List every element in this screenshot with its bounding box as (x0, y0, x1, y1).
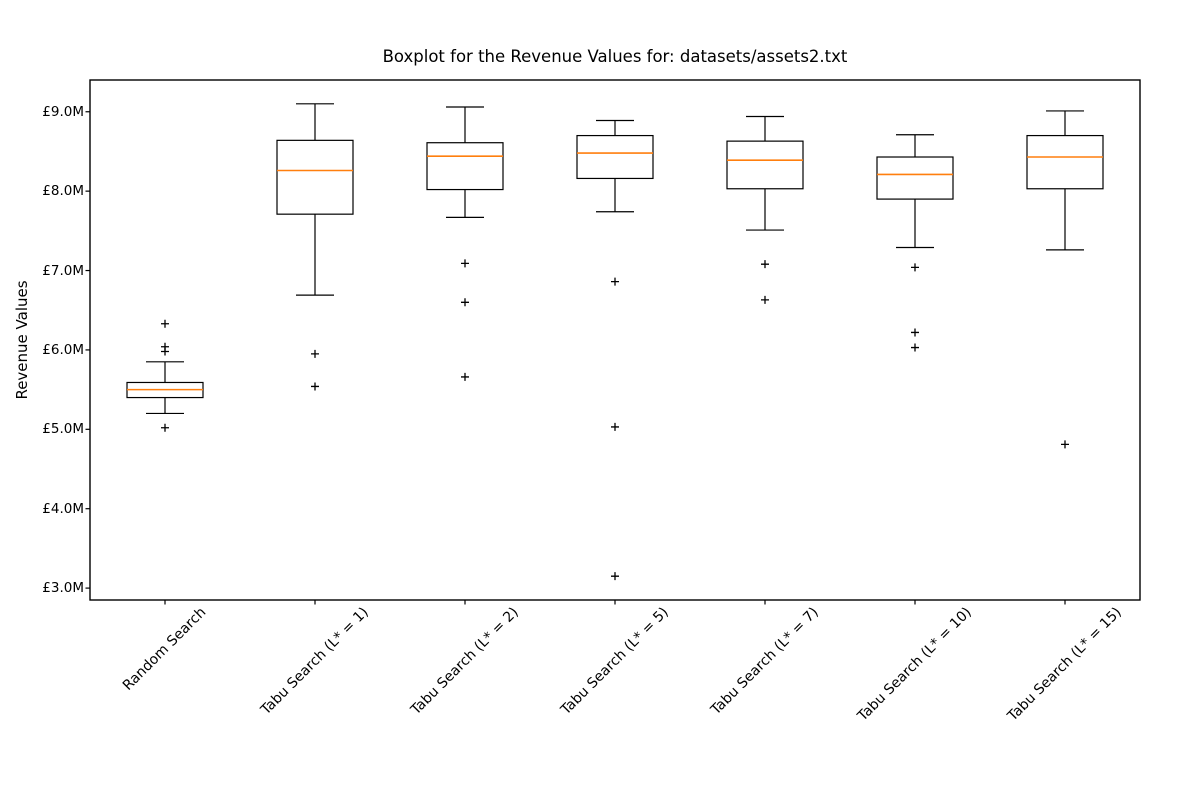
iqr-box (726, 140, 804, 190)
boxplot-tabu-search-l-10 (876, 134, 954, 352)
y-axis-label: Revenue Values (13, 280, 31, 400)
outlier-marker (911, 343, 919, 352)
boxplot-tabu-search-l-2 (426, 106, 504, 381)
y-tick-label: £6.0M (42, 341, 84, 358)
boxplot-tabu-search-l-7 (726, 115, 804, 304)
iqr-box (426, 142, 504, 191)
outlier-marker (611, 422, 619, 431)
boxplot-tabu-search-l-5 (576, 119, 654, 581)
outlier-marker (461, 372, 469, 381)
outlier-marker (1061, 440, 1069, 449)
y-tick-label: £3.0M (42, 580, 84, 597)
outlier-marker (461, 259, 469, 268)
boxplot-random-search (126, 319, 204, 432)
y-tick-label: £9.0M (42, 103, 84, 120)
outlier-marker (911, 328, 919, 337)
outlier-marker (461, 298, 469, 307)
iqr-box (1026, 134, 1104, 190)
outlier-marker (761, 260, 769, 269)
outlier-marker (611, 277, 619, 286)
chart-title: Boxplot for the Revenue Values for: data… (382, 47, 848, 66)
outlier-marker (761, 295, 769, 304)
outlier-marker (161, 319, 169, 328)
boxplot-tabu-search-l-15 (1026, 110, 1104, 449)
y-tick-label: £5.0M (42, 421, 84, 438)
outlier-marker (911, 263, 919, 272)
outlier-marker (311, 349, 319, 358)
iqr-box (576, 134, 654, 180)
outlier-marker (311, 382, 319, 391)
y-tick-label: £7.0M (42, 262, 84, 279)
outlier-marker (161, 423, 169, 432)
iqr-box (876, 156, 954, 200)
outlier-marker (161, 347, 169, 356)
boxplot-tabu-search-l-1 (276, 103, 354, 391)
iqr-box (276, 139, 354, 215)
y-tick-label: £8.0M (42, 183, 84, 200)
y-tick-label: £4.0M (42, 500, 84, 517)
outlier-marker (611, 572, 619, 581)
